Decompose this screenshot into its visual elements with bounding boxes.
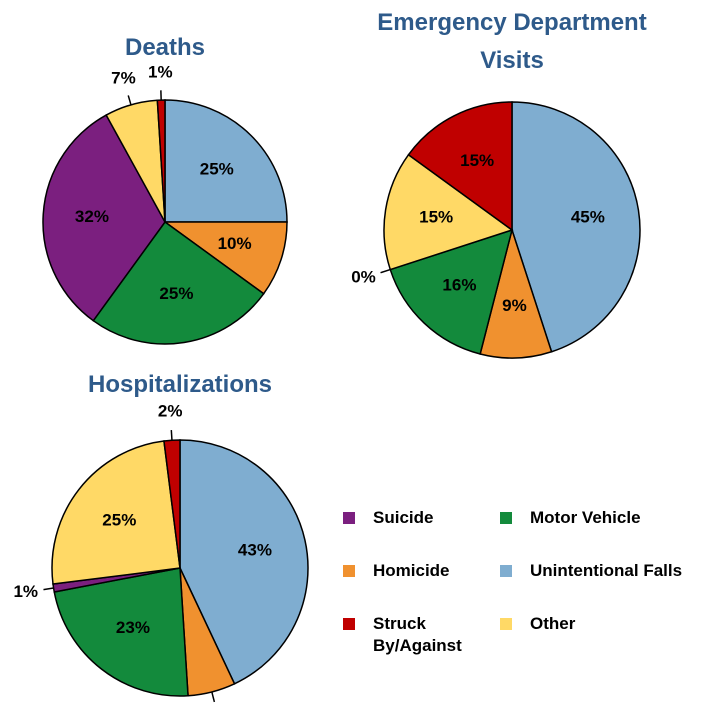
legend-label: Motor Vehicle [530,508,641,527]
legend-swatch [343,565,355,577]
legend-swatch [500,512,512,524]
leader-line [170,429,173,441]
data-label: 25% [200,160,234,179]
data-label: 43% [238,541,272,560]
legend-label: Struck By/Against [373,614,462,655]
legend-label: Unintentional Falls [530,561,683,580]
pie-slice [162,221,288,295]
leader-line [43,587,54,591]
data-label: 25% [102,510,136,529]
data-label: 15% [419,207,453,226]
data-label: 7% [111,69,136,88]
data-label: 1% [13,582,38,601]
data-label: 2% [158,402,183,421]
pie-slice [179,439,309,685]
pie-slice [53,567,189,697]
data-label: 32% [75,207,109,226]
data-label: 23% [116,618,150,637]
legend-swatch [343,618,355,630]
pie-slice [511,101,641,353]
data-label: 25% [159,284,193,303]
pie-slice [383,153,514,271]
pie-slice [389,228,514,355]
pie-slice [164,99,288,223]
data-label: 16% [442,275,476,294]
leader-line [380,268,391,274]
pie-slice [51,440,181,585]
leader-line [211,691,216,703]
data-label: 1% [148,63,173,82]
pie-slice [92,220,265,345]
data-label: 6% [207,709,232,712]
legend-swatch [343,512,355,524]
legend-label: Suicide [373,508,434,527]
chart-title: Hospitalizations [87,371,273,398]
data-label: 9% [502,296,527,315]
legend-swatch [500,565,512,577]
pie-slice [42,114,166,322]
legend-label: Other [530,614,576,633]
legend-label: Homicide [373,561,450,580]
pie-slice [156,99,166,223]
data-label: 0% [351,268,376,287]
leader-line [127,95,132,106]
chart-title: Emergency Department Visits [377,9,647,74]
pie-slice [407,101,513,232]
chart-title: Deaths [124,34,206,61]
data-label: 10% [218,234,252,253]
legend-swatch [500,618,512,630]
data-label: 15% [460,151,494,170]
data-label: 45% [571,207,605,226]
